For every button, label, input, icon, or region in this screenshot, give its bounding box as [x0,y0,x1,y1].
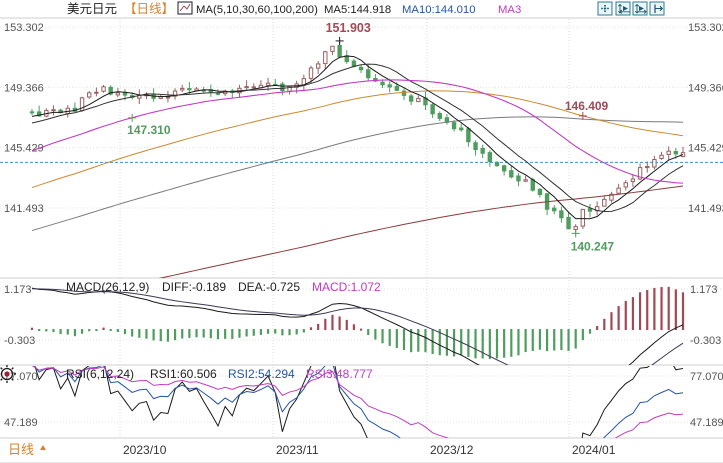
svg-text:MA10:144.010: MA10:144.010 [402,4,476,16]
svg-text:1.173: 1.173 [4,284,32,296]
svg-text:2023/12: 2023/12 [430,443,474,457]
svg-text:RSI(6,12,24): RSI(6,12,24) [66,367,134,381]
svg-text:MACD(26,12,9): MACD(26,12,9) [66,280,149,294]
svg-text:77.070: 77.070 [690,371,723,383]
svg-text:151.903: 151.903 [326,21,371,35]
svg-text:2023/11: 2023/11 [276,443,319,457]
svg-text:153.302: 153.302 [688,22,723,34]
svg-text:-0.303: -0.303 [690,335,721,347]
svg-text:2024/01: 2024/01 [572,443,616,457]
svg-text:RSI1:60.506: RSI1:60.506 [150,367,217,381]
svg-text:153.302: 153.302 [4,22,44,34]
svg-text:2023/10: 2023/10 [123,443,167,457]
svg-text:RSI3:48.777: RSI3:48.777 [306,367,373,381]
svg-text:149.366: 149.366 [4,82,44,94]
svg-text:DIFF:-0.189: DIFF:-0.189 [162,280,226,294]
svg-text:141.493: 141.493 [688,203,723,215]
svg-text:MA3: MA3 [498,4,521,16]
svg-text:日线: 日线 [8,442,34,457]
svg-text:145.429: 145.429 [688,143,723,155]
svg-text:47.189: 47.189 [690,417,723,429]
svg-text:149.366: 149.366 [688,82,723,94]
svg-text:47.189: 47.189 [4,417,38,429]
svg-text:【日线】: 【日线】 [124,2,174,16]
svg-text:MA(5,10,30,60,100,200): MA(5,10,30,60,100,200) [196,4,318,16]
svg-text:146.409: 146.409 [565,99,609,113]
svg-text:DEA:-0.725: DEA:-0.725 [238,280,300,294]
svg-text:147.310: 147.310 [127,123,171,137]
svg-text:140.247: 140.247 [571,239,615,253]
svg-text:美元日元: 美元日元 [67,2,117,16]
svg-text:1.173: 1.173 [690,284,718,296]
svg-text:MACD:1.072: MACD:1.072 [312,280,381,294]
svg-text:RSI2:54.294: RSI2:54.294 [228,367,295,381]
svg-text:141.493: 141.493 [4,203,44,215]
svg-text:-0.303: -0.303 [4,335,35,347]
svg-text:MA5:144.918: MA5:144.918 [324,4,391,16]
